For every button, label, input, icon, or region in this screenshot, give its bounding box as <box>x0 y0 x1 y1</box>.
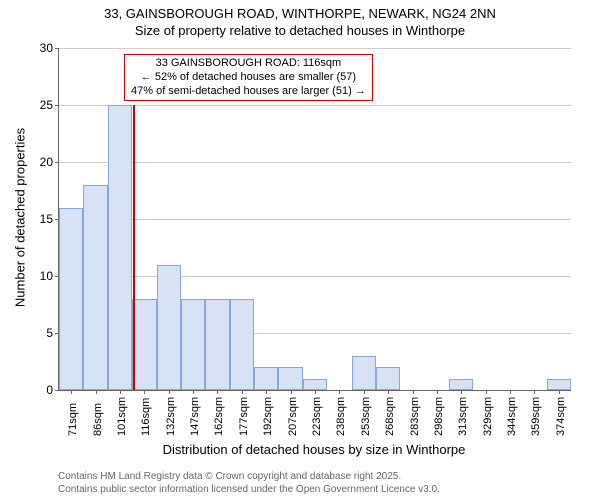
x-tick-label: 207sqm <box>287 397 299 436</box>
x-tick-mark <box>364 390 365 394</box>
bar <box>108 105 132 390</box>
x-tick-label: 374sqm <box>555 397 567 436</box>
x-tick-mark <box>291 390 292 394</box>
bar <box>83 185 107 390</box>
annotation-line2: ← 52% of detached houses are smaller (57… <box>131 71 366 85</box>
x-tick-label: 313sqm <box>457 397 469 436</box>
bar <box>376 367 400 390</box>
x-tick-mark <box>437 390 438 394</box>
grid-line <box>59 48 571 49</box>
bar <box>157 265 181 390</box>
bar <box>352 356 376 390</box>
y-tick-label: 15 <box>3 212 53 226</box>
x-tick-label: 192sqm <box>262 397 274 436</box>
grid-line <box>59 105 571 106</box>
x-tick-mark <box>217 390 218 394</box>
x-tick-label: 298sqm <box>433 397 445 436</box>
x-tick-mark <box>486 390 487 394</box>
grid-line <box>59 219 571 220</box>
footer: Contains HM Land Registry data © Crown c… <box>58 471 440 496</box>
bar <box>230 299 254 390</box>
x-tick-label: 132sqm <box>165 397 177 436</box>
x-tick-label: 359sqm <box>530 397 542 436</box>
x-tick-mark <box>534 390 535 394</box>
chart-title: 33, GAINSBOROUGH ROAD, WINTHORPE, NEWARK… <box>0 0 600 40</box>
x-tick-mark <box>413 390 414 394</box>
x-tick-label: 238sqm <box>335 397 347 436</box>
x-tick-mark <box>339 390 340 394</box>
x-tick-mark <box>120 390 121 394</box>
y-tick-label: 20 <box>3 155 53 169</box>
y-tick-mark <box>55 162 59 163</box>
bar <box>132 299 156 390</box>
bar <box>303 379 327 390</box>
annotation-line1: 33 GAINSBOROUGH ROAD: 116sqm <box>131 57 366 71</box>
x-tick-mark <box>96 390 97 394</box>
y-tick-mark <box>55 48 59 49</box>
y-tick-label: 5 <box>3 326 53 340</box>
x-tick-mark <box>242 390 243 394</box>
x-tick-label: 268sqm <box>384 397 396 436</box>
x-tick-label: 116sqm <box>140 398 152 436</box>
x-tick-mark <box>559 390 560 394</box>
x-tick-label: 147sqm <box>189 397 201 436</box>
y-tick-mark <box>55 105 59 106</box>
x-tick-label: 253sqm <box>360 397 372 436</box>
x-tick-mark <box>193 390 194 394</box>
x-tick-mark <box>461 390 462 394</box>
x-tick-mark <box>388 390 389 394</box>
x-axis-label: Distribution of detached houses by size … <box>58 442 570 457</box>
x-tick-mark <box>71 390 72 394</box>
bar <box>278 367 302 390</box>
title-line2: Size of property relative to detached ho… <box>0 23 600 40</box>
x-tick-label: 71sqm <box>67 403 79 436</box>
y-tick-label: 0 <box>3 383 53 397</box>
footer-line2: Contains public sector information licen… <box>58 484 440 497</box>
title-line1: 33, GAINSBOROUGH ROAD, WINTHORPE, NEWARK… <box>0 6 600 23</box>
x-tick-mark <box>144 390 145 394</box>
grid-line <box>59 276 571 277</box>
annotation-line3: 47% of semi-detached houses are larger (… <box>131 85 366 99</box>
x-tick-mark <box>315 390 316 394</box>
grid-line <box>59 162 571 163</box>
x-tick-label: 86sqm <box>92 403 104 436</box>
x-tick-label: 223sqm <box>311 397 323 436</box>
bar <box>547 379 571 390</box>
x-tick-label: 101sqm <box>116 397 128 436</box>
x-tick-label: 162sqm <box>213 397 225 436</box>
x-tick-label: 344sqm <box>506 397 518 436</box>
x-tick-mark <box>510 390 511 394</box>
footer-line1: Contains HM Land Registry data © Crown c… <box>58 471 440 484</box>
bar <box>205 299 229 390</box>
chart-container: 33, GAINSBOROUGH ROAD, WINTHORPE, NEWARK… <box>0 0 600 500</box>
y-tick-label: 10 <box>3 269 53 283</box>
annotation-box: 33 GAINSBOROUGH ROAD: 116sqm ← 52% of de… <box>124 54 373 101</box>
y-tick-label: 25 <box>3 98 53 112</box>
x-tick-label: 329sqm <box>482 397 494 436</box>
bar <box>254 367 278 390</box>
x-tick-label: 177sqm <box>238 397 250 436</box>
x-tick-label: 283sqm <box>409 397 421 436</box>
x-tick-mark <box>169 390 170 394</box>
y-tick-label: 30 <box>3 41 53 55</box>
plot-area: 33 GAINSBOROUGH ROAD: 116sqm ← 52% of de… <box>58 48 571 391</box>
y-tick-mark <box>55 390 59 391</box>
bar <box>181 299 205 390</box>
bar <box>449 379 473 390</box>
x-tick-mark <box>266 390 267 394</box>
bar <box>59 208 83 390</box>
marker-line <box>133 105 135 390</box>
